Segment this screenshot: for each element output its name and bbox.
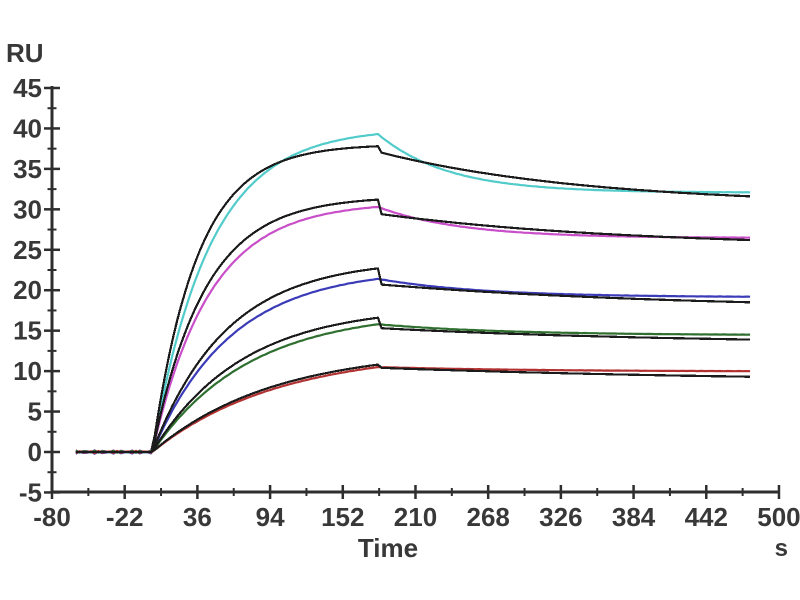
curve-trace-blue-fit xyxy=(75,267,751,454)
curve-trace-cyan-data xyxy=(75,132,751,455)
y-tick-label: 10 xyxy=(13,356,42,386)
y-tick-label: 40 xyxy=(13,113,42,143)
x-axis-title: Time xyxy=(358,533,418,563)
curve-trace-green-fit xyxy=(75,316,751,454)
curve-trace-green-data xyxy=(75,323,751,454)
curve-trace-magenta-fit xyxy=(75,198,751,454)
y-tick-label: 20 xyxy=(13,275,42,305)
y-tick-label: 25 xyxy=(13,235,42,265)
curve-trace-cyan-fit xyxy=(75,145,751,454)
x-tick-label: 384 xyxy=(612,502,656,532)
y-tick-label: 35 xyxy=(13,154,42,184)
curve-trace-blue-data xyxy=(75,277,751,455)
x-tick-label: 210 xyxy=(394,502,437,532)
y-axis-unit-label: RU xyxy=(6,38,44,68)
plot-content: -5 0 5 10 15 20 25 30 35 40 45 -80 -22 36 94 152 210 268 3… xyxy=(13,73,800,532)
curve-trace-red-fit xyxy=(75,363,751,454)
y-tick-label: 30 xyxy=(13,194,42,224)
x-tick-label: 442 xyxy=(685,502,728,532)
y-tick-label: 45 xyxy=(13,73,42,103)
x-axis-unit-label: s xyxy=(775,535,788,562)
x-tick-label: 268 xyxy=(466,502,509,532)
x-tick-label: 152 xyxy=(321,502,364,532)
y-tick-label: 5 xyxy=(28,397,42,427)
x-tick-label: 326 xyxy=(539,502,582,532)
x-tick-label: 94 xyxy=(256,502,285,532)
x-tick-label: -22 xyxy=(106,502,144,532)
y-tick-label: -5 xyxy=(19,477,42,507)
x-tick-label: 36 xyxy=(183,502,212,532)
curve-trace-magenta-data xyxy=(75,205,751,454)
y-tick-label: 15 xyxy=(13,316,42,346)
curve-trace-red-data xyxy=(75,365,751,455)
y-tick-label: 0 xyxy=(28,437,42,467)
x-tick-label: -80 xyxy=(33,502,71,532)
x-tick-label: 500 xyxy=(757,502,800,532)
